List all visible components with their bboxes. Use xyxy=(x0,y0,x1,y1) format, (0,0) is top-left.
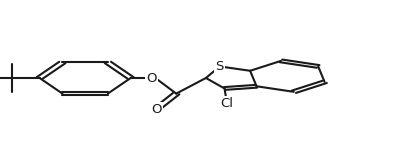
Text: S: S xyxy=(215,60,224,73)
Text: Cl: Cl xyxy=(220,97,233,110)
Text: O: O xyxy=(151,103,162,116)
Text: O: O xyxy=(146,71,156,85)
